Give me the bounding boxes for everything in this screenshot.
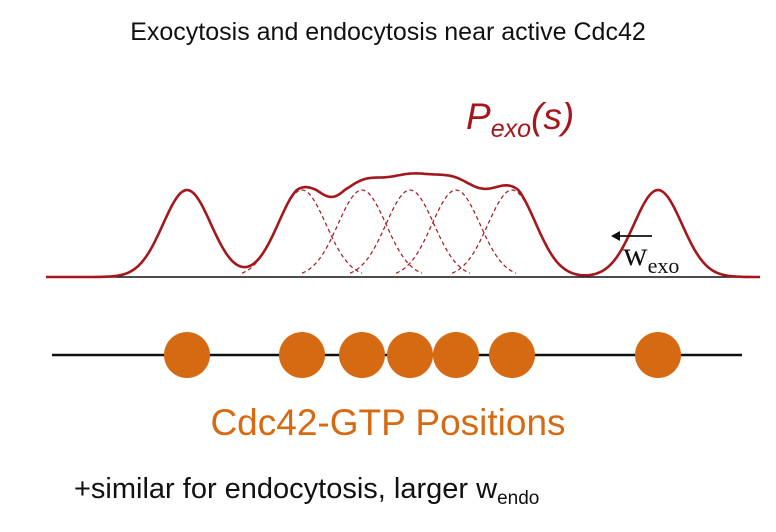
exocytosis-probability-curve <box>46 172 760 279</box>
cdc42-gtp-dot <box>164 332 210 378</box>
positions-label: Cdc42-GTP Positions <box>210 402 566 443</box>
probability-label: Pexo(s) <box>466 96 574 143</box>
width-label: wexo <box>623 236 679 278</box>
footnote-subscript: endo <box>497 488 540 509</box>
cdc42-gtp-dot <box>489 332 535 378</box>
cdc42-gtp-dot <box>339 332 385 378</box>
cdc42-gtp-dot <box>279 332 325 378</box>
kernel-curve <box>301 189 423 274</box>
footnote: +similar for endocytosis, larger wendo <box>74 473 539 510</box>
gaussian-kernels <box>241 189 573 274</box>
kernel-curve <box>451 189 573 274</box>
footnote-text: +similar for endocytosis, larger w <box>74 473 498 505</box>
cdc42-dots <box>164 332 681 378</box>
width-arrow-head <box>611 231 620 241</box>
kernel-curve <box>241 189 363 274</box>
cdc42-gtp-dot <box>635 332 681 378</box>
kernel-curve <box>349 189 471 274</box>
cdc42-gtp-dot <box>387 332 433 378</box>
diagram-title: Exocytosis and endocytosis near active C… <box>130 18 646 46</box>
kernel-curve <box>395 189 517 274</box>
cdc42-gtp-dot <box>433 332 479 378</box>
